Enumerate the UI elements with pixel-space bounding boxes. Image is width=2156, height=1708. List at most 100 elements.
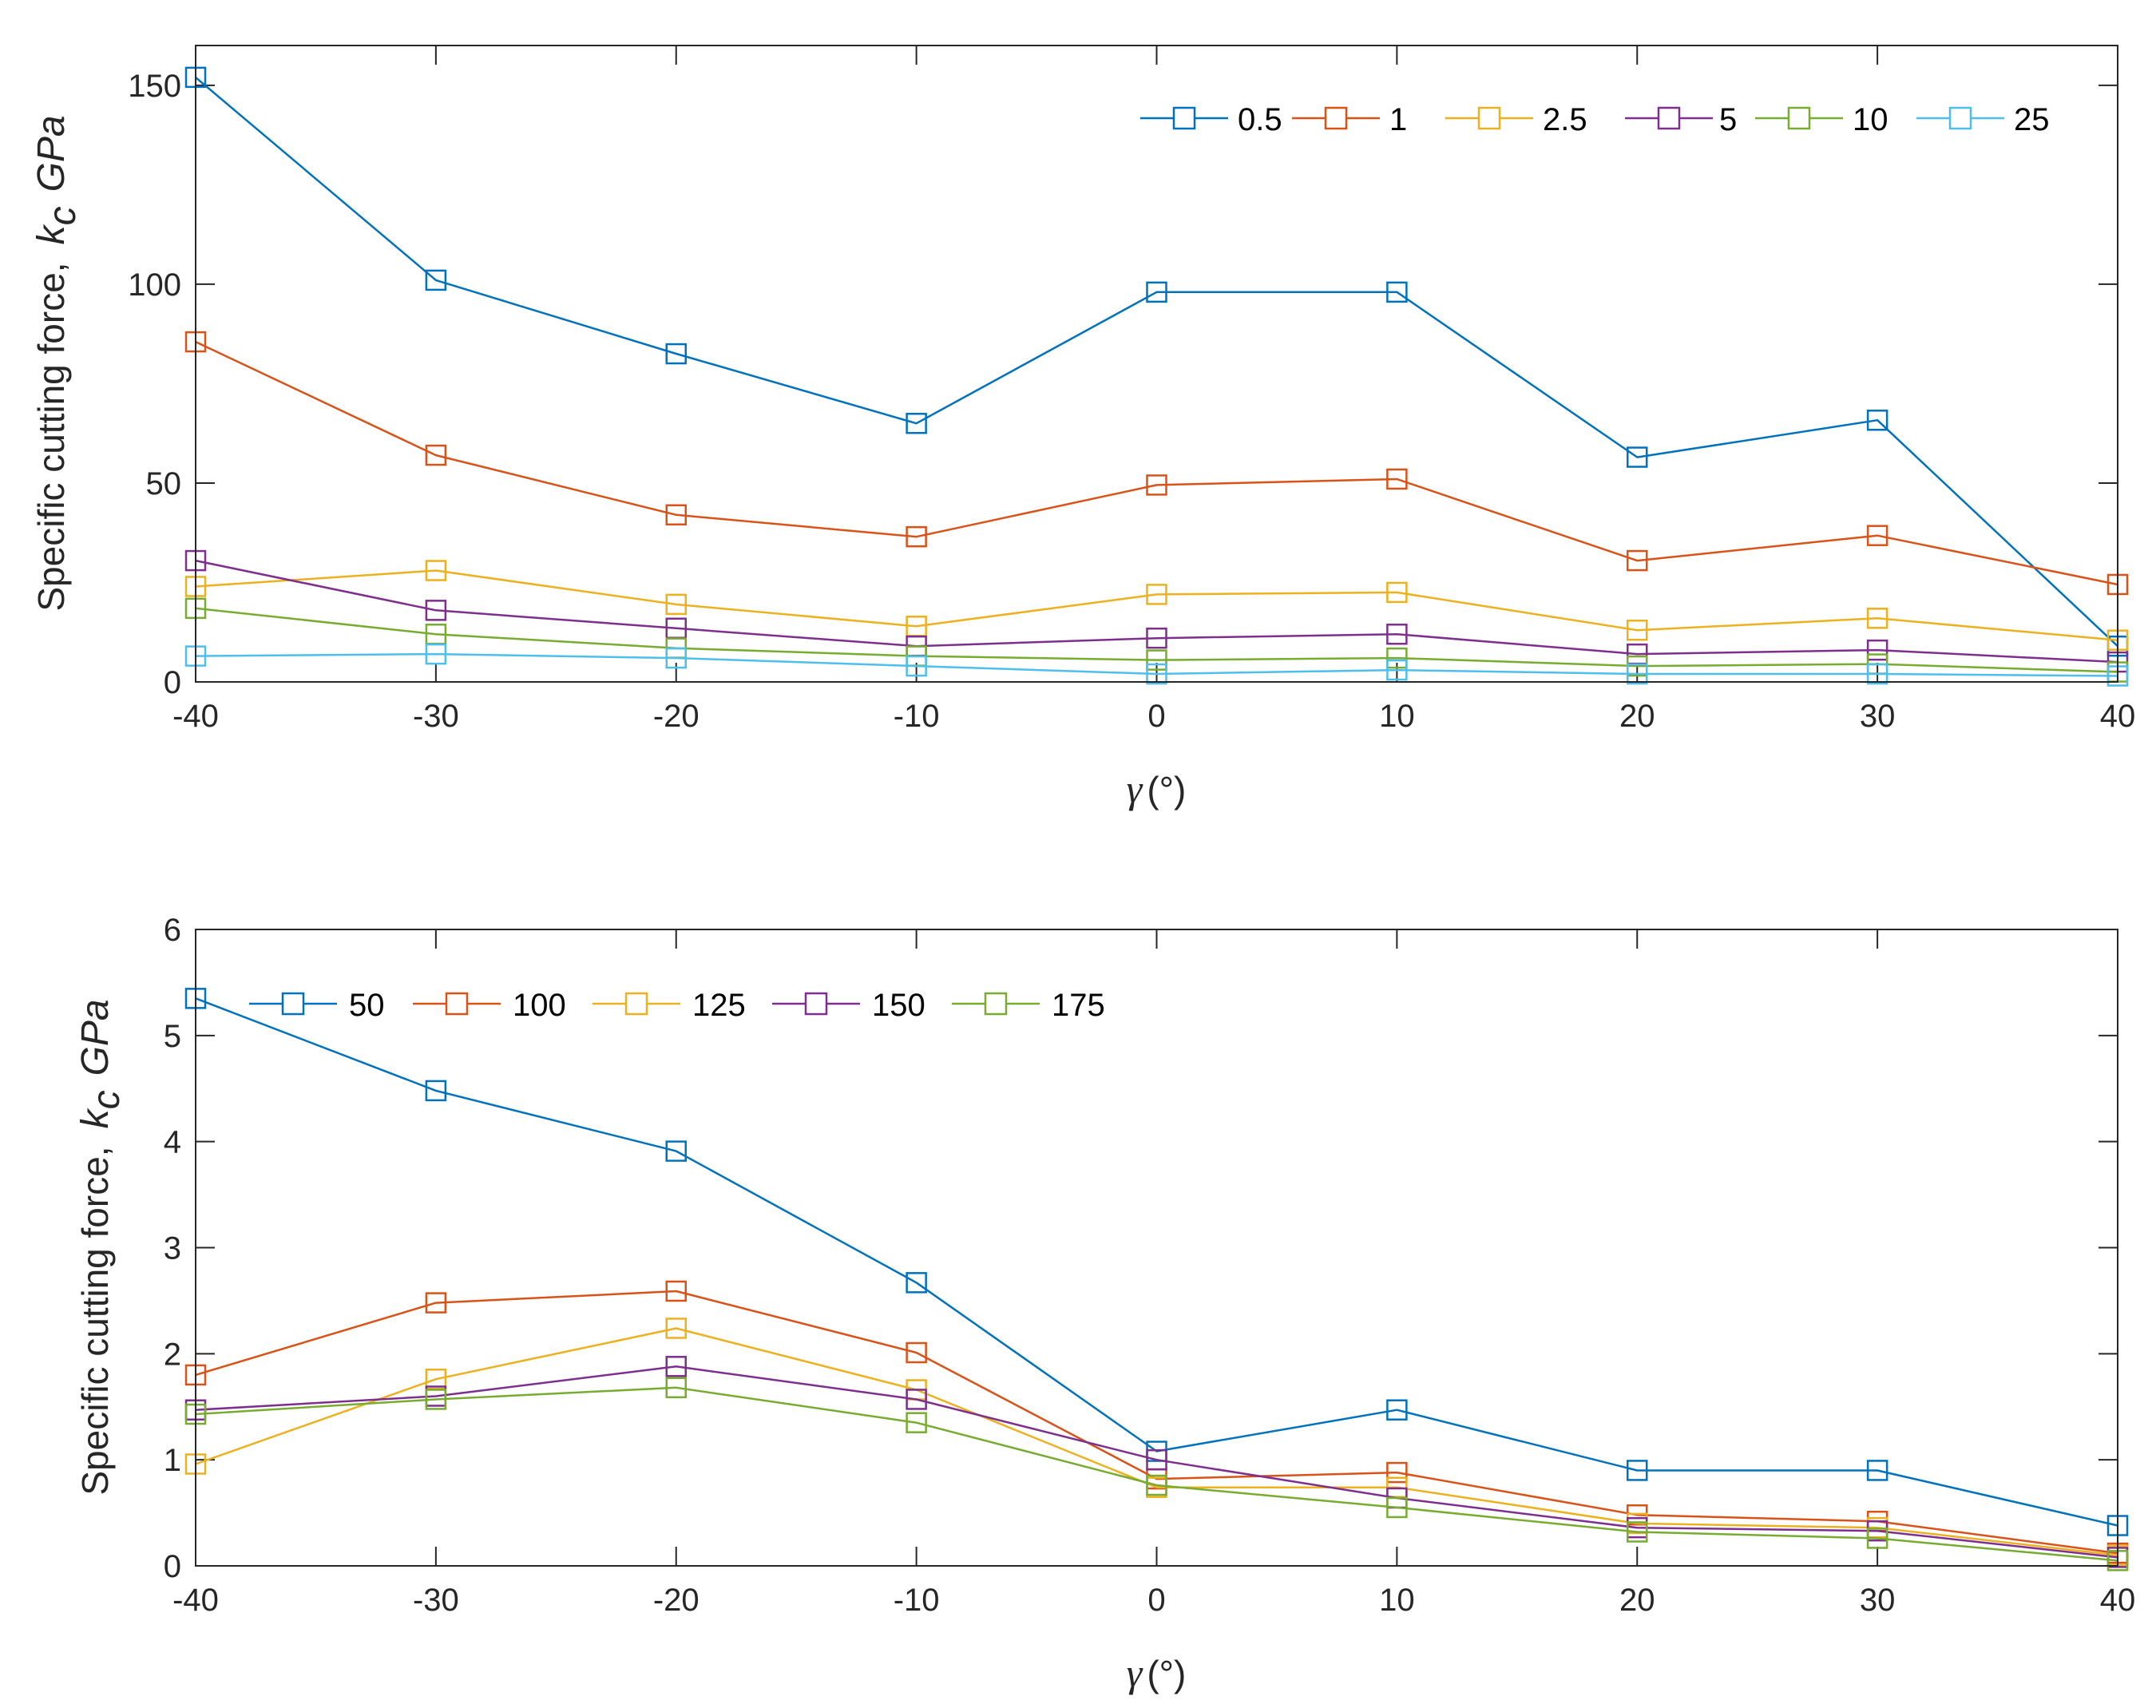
top-xtick-label: -20 <box>653 699 700 734</box>
bottom-series-lines <box>184 988 2129 1571</box>
top-xlabel-symbol: γ <box>1127 767 1143 811</box>
bottom-ylabel-unit: GPa <box>74 999 117 1076</box>
top-legend-label-2: 2.5 <box>1543 102 1587 137</box>
top-legend-entry-4: 10 <box>1755 102 1888 137</box>
bottom-series-175 <box>184 1377 2129 1571</box>
top-data-point <box>1386 281 1408 303</box>
top-ytick-label: 0 <box>164 665 181 700</box>
top-data-point <box>665 593 687 616</box>
top-data-point <box>425 560 447 581</box>
top-data-point <box>665 343 687 365</box>
bottom-data-point <box>906 1389 927 1410</box>
bottom-data-point <box>1386 1399 1408 1421</box>
bottom-data-point <box>1866 1528 1888 1549</box>
bottom-xtick-label: 10 <box>1379 1583 1415 1618</box>
top-data-point <box>1386 468 1408 490</box>
bottom-ytick-label: 0 <box>164 1549 181 1584</box>
top-data-point <box>1866 525 1888 546</box>
top-chart: -40 -30 -20 -10 0 10 20 30 40 0 50 100 150 Specific … <box>30 45 2135 811</box>
bottom-axes-box <box>195 929 2118 1567</box>
bottom-data-point <box>665 1377 687 1399</box>
top-series-line <box>195 652 2118 677</box>
bottom-data-point <box>665 1356 687 1377</box>
top-ytick-label: 50 <box>146 466 182 501</box>
bottom-xtick-label: 30 <box>1860 1583 1896 1618</box>
top-series-line <box>195 607 2118 673</box>
top-data-point <box>1627 549 1648 572</box>
top-data-point <box>425 444 447 466</box>
bottom-series-line <box>195 1327 2118 1556</box>
top-legend-label-1: 1 <box>1389 102 1407 137</box>
top-data-point <box>1146 281 1167 303</box>
top-data-point <box>1866 639 1888 661</box>
bottom-data-point <box>906 1412 927 1433</box>
bottom-ylabel-text: Specific cutting force, <box>74 1146 116 1495</box>
bottom-ytick-label: 2 <box>164 1337 181 1372</box>
bottom-legend: 50 100 125 150 175 <box>249 988 1105 1023</box>
bottom-xlabel-symbol: γ <box>1127 1651 1143 1695</box>
bottom-chart: -40 -30 -20 -10 0 10 20 30 40 0 1 2 3 4 5 6 Specific cu… <box>74 913 2135 1695</box>
bottom-data-point <box>906 1341 927 1364</box>
top-data-point <box>906 412 927 434</box>
bottom-ytick-label: 5 <box>164 1019 181 1054</box>
top-legend-label-5: 25 <box>2014 102 2050 137</box>
top-data-point <box>1146 663 1167 685</box>
bottom-ytick-label: 4 <box>164 1125 181 1160</box>
bottom-legend-entry-1: 100 <box>413 988 566 1023</box>
top-data-point <box>1146 627 1167 649</box>
bottom-legend-label-4: 175 <box>1052 988 1105 1023</box>
top-data-point <box>1146 584 1167 605</box>
top-xtick-label: 30 <box>1860 699 1896 734</box>
bottom-series-line <box>195 997 2118 1527</box>
top-ylabel: Specific cutting force, kc GPa <box>30 115 84 611</box>
top-ytick-label: 150 <box>128 69 181 104</box>
top-data-point <box>1146 474 1167 496</box>
bottom-xlabel-unit: (°) <box>1147 1653 1186 1694</box>
bottom-xtick-label: -30 <box>413 1583 459 1618</box>
top-legend-label-0: 0.5 <box>1238 102 1282 137</box>
bottom-series-line <box>195 1290 2118 1555</box>
top-data-point <box>1386 581 1408 604</box>
top-data-point <box>1866 409 1888 431</box>
bottom-legend-entry-0: 50 <box>249 988 385 1023</box>
top-data-point <box>1146 649 1167 671</box>
top-ylabel-k: k <box>30 223 73 244</box>
top-xlabel-unit: (°) <box>1147 769 1186 810</box>
top-xtick-label: 10 <box>1379 699 1415 734</box>
top-xtick-label: 40 <box>2100 699 2136 734</box>
bottom-legend-entry-3: 150 <box>772 988 925 1023</box>
top-xtick-label: 20 <box>1619 699 1655 734</box>
top-legend: 0.5 1 2.5 5 10 <box>1140 102 2050 137</box>
top-data-point <box>425 600 447 621</box>
top-series-line <box>195 76 2118 648</box>
top-ticks: -40 -30 -20 -10 0 10 20 30 40 0 50 100 150 <box>128 46 2135 734</box>
bottom-ytick-label: 6 <box>164 913 181 948</box>
top-data-point <box>665 647 687 669</box>
bottom-legend-entry-4: 175 <box>952 988 1105 1023</box>
top-data-point <box>425 643 447 665</box>
bottom-ticks: -40 -30 -20 -10 0 10 20 30 40 0 1 2 3 4 5 6 <box>164 913 2136 1618</box>
top-data-point <box>906 655 927 677</box>
bottom-xlabel: γ (°) <box>1127 1651 1187 1695</box>
bottom-data-point <box>1386 1461 1408 1484</box>
bottom-ylabel: Specific cutting force, kc GPa <box>74 999 128 1495</box>
bottom-data-point <box>425 1389 447 1410</box>
top-data-point <box>665 504 687 526</box>
top-legend-entry-2: 2.5 <box>1445 102 1587 137</box>
bottom-series-line <box>195 1386 2118 1562</box>
top-data-point <box>1866 608 1888 629</box>
top-legend-entry-1: 1 <box>1292 102 1407 137</box>
top-series-line <box>195 569 2118 641</box>
bottom-xtick-label: 0 <box>1147 1583 1165 1618</box>
bottom-legend-label-1: 100 <box>513 988 566 1023</box>
top-data-point <box>1866 663 1888 685</box>
bottom-data-point <box>425 1080 447 1102</box>
bottom-series-line <box>195 1365 2118 1559</box>
bottom-data-point <box>1866 1460 1888 1481</box>
bottom-legend-label-0: 50 <box>349 988 385 1023</box>
bottom-legend-label-2: 125 <box>692 988 746 1023</box>
bottom-legend-entry-2: 125 <box>593 988 746 1023</box>
top-axes-box <box>195 45 2118 683</box>
top-xtick-label: 0 <box>1147 699 1165 734</box>
top-series-line <box>195 340 2118 586</box>
